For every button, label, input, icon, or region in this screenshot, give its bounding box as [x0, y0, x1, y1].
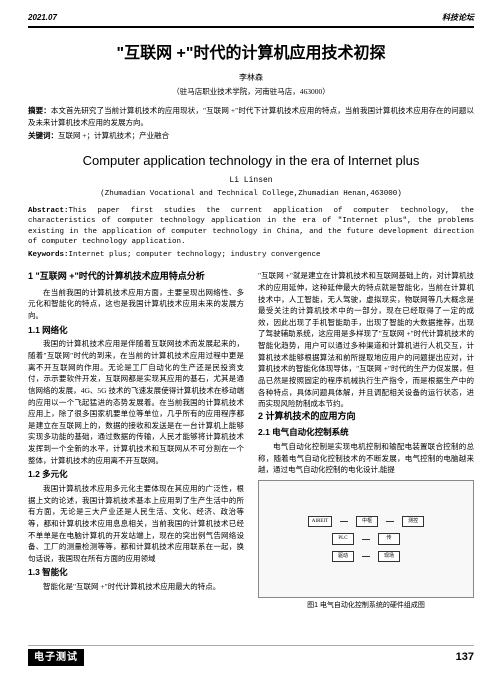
section-1-2-para: 我国计算机技术应用多元化主要体现在其应用的广泛性，根据上文的论述，我国计算机技术…: [28, 483, 244, 564]
section-1-3-heading: 1.3 智能化: [28, 566, 244, 579]
abstract-cn-label: 摘要：: [28, 106, 51, 115]
diagram-row-3: 驱动 现场: [332, 551, 400, 563]
author-cn: 李林森: [28, 72, 474, 84]
diagram-box: PLC: [332, 533, 354, 545]
diagram-box: AIREIT: [308, 516, 332, 528]
header-bar: 2021.07 科技论坛: [28, 12, 474, 28]
columns: 1 "互联网 +"时代的计算机技术应用特点分析 在当前我国的计算机技术应用方面，…: [28, 270, 474, 611]
abstract-cn-text: 本文首先研究了当前计算机技术的应用现状，"互联网 +"时代下计算机技术应用的特点…: [28, 106, 474, 126]
diagram-box: 驱动: [332, 551, 354, 563]
diagram-box: 现场: [378, 551, 400, 563]
diagram-row-2: PLC 传: [332, 533, 400, 545]
diagram-connector: [362, 539, 370, 540]
left-column: 1 "互联网 +"时代的计算机技术应用特点分析 在当前我国的计算机技术应用方面，…: [28, 270, 244, 611]
diagram-row-1: AIREIT 中枢 测控: [308, 516, 424, 528]
journal-logo: 电子测试: [28, 649, 84, 666]
diagram-box: 测控: [402, 516, 424, 528]
keywords-cn: 关键词：互联网 +；计算机技术；产业融合: [28, 130, 474, 141]
section-2-1-para: 电气自动化控制是实现电机控制和输配电装置联合控制的总称，随着电气自动化控制技术的…: [258, 441, 474, 476]
section-1-para: 在当前我国的计算机技术应用方面，主要呈现出网络性、多元化和智能化的特点，这也是我…: [28, 287, 244, 322]
keywords-en-label: Keywords:: [28, 251, 69, 259]
footer: 电子测试 137: [28, 645, 474, 666]
figure-1-caption: 图1 电气自动化控制系统的硬件组成图: [258, 601, 474, 612]
section-2-heading: 2 计算机技术的应用方向: [258, 410, 474, 424]
header-date: 2021.07: [28, 12, 57, 24]
section-2-intro-para: "互联网 +"就是建立在计算机技术和互联网基础上的，对计算机技术的应用延伸，这种…: [258, 270, 474, 410]
diagram-box: 中枢: [356, 516, 378, 528]
page-number: 137: [456, 649, 474, 666]
section-2-1-heading: 2.1 电气自动化控制系统: [258, 426, 474, 439]
keywords-en-text: Internet plus; computer technology; indu…: [69, 251, 321, 259]
abstract-en-text: This paper first studies the current app…: [28, 207, 474, 247]
diagram-connector: [386, 521, 394, 522]
affiliation-en: (Zhumadian Vocational and Technical Coll…: [28, 189, 474, 200]
section-1-2-heading: 1.2 多元化: [28, 468, 244, 481]
right-column: "互联网 +"就是建立在计算机技术和互联网基础上的，对计算机技术的应用延伸，这种…: [258, 270, 474, 611]
section-1-1-heading: 1.1 网络化: [28, 324, 244, 337]
section-1-3-para: 智能化是"互联网 +"时代计算机技术应用最大的特点。: [28, 581, 244, 593]
keywords-en: Keywords:Internet plus; computer technol…: [28, 250, 474, 261]
abstract-en-label: Abstract:: [28, 207, 69, 215]
diagram-box: 传: [378, 533, 400, 545]
section-1-heading: 1 "互联网 +"时代的计算机技术应用特点分析: [28, 270, 244, 284]
affiliation-cn: （驻马店职业技术学院，河南驻马店，463000）: [28, 86, 474, 97]
title-en: Computer application technology in the e…: [28, 151, 474, 171]
diagram-connector: [362, 556, 370, 557]
abstract-cn: 摘要：本文首先研究了当前计算机技术的应用现状，"互联网 +"时代下计算机技术应用…: [28, 105, 474, 128]
page: 2021.07 科技论坛 "互联网 +"时代的计算机应用技术初探 李林森 （驻马…: [0, 0, 502, 676]
diagram-connector: [340, 521, 348, 522]
abstract-en: Abstract:This paper first studies the cu…: [28, 206, 474, 248]
section-1-1-para: 我国的计算机技术应用是伴随着互联网技术而发展起来的，随着"互联网"时代的到来，在…: [28, 338, 244, 466]
header-section: 科技论坛: [442, 12, 474, 24]
title-cn: "互联网 +"时代的计算机应用技术初探: [28, 42, 474, 66]
keywords-cn-text: 互联网 +；计算机技术；产业融合: [58, 131, 169, 140]
figure-1-diagram: AIREIT 中枢 测控 PLC 传 驱动 现场: [258, 480, 474, 598]
author-en: Li Linsen: [28, 175, 474, 187]
keywords-cn-label: 关键词：: [28, 131, 58, 140]
